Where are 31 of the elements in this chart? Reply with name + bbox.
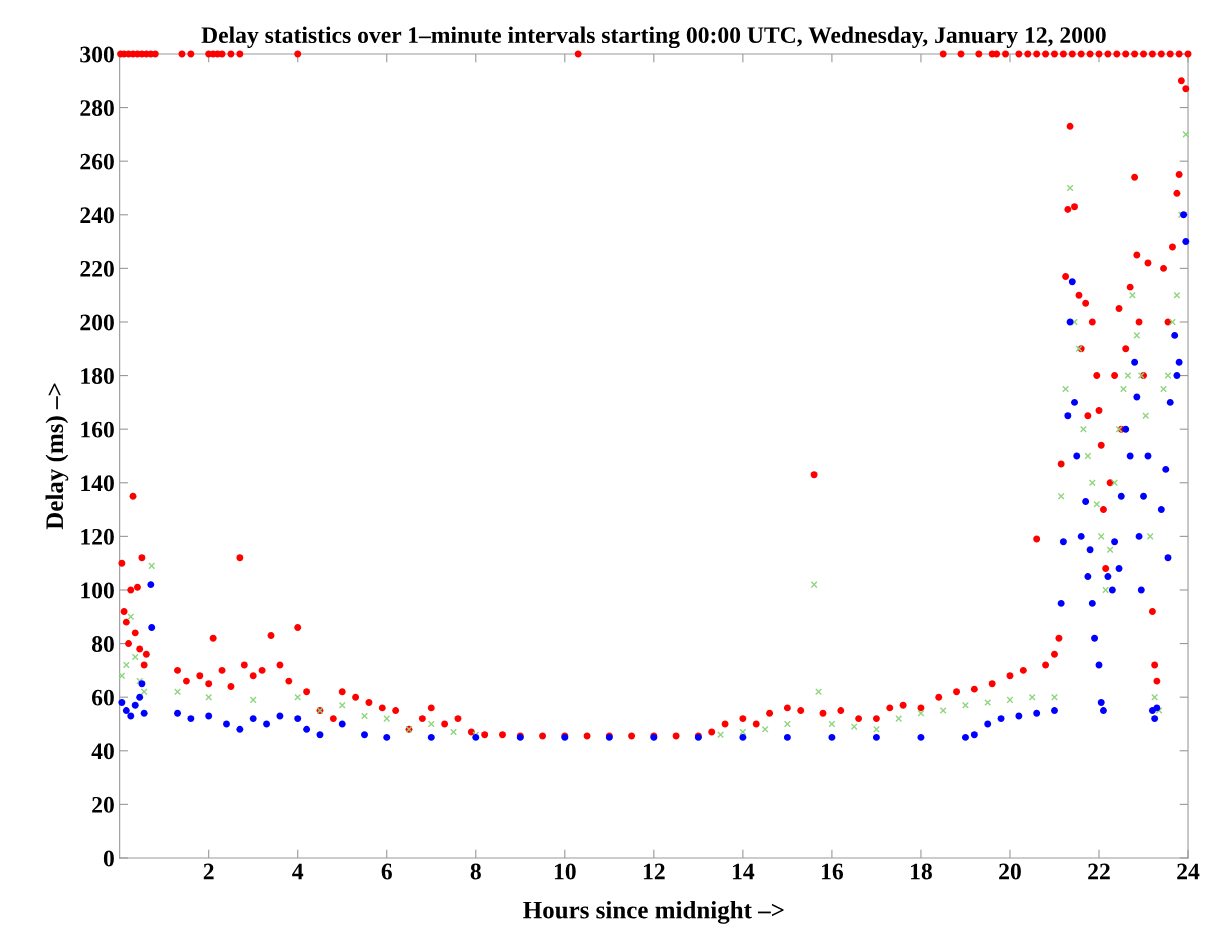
y-tick-label: 200	[80, 314, 114, 331]
x-tick-label: 14	[732, 863, 755, 880]
y-tick-label: 140	[81, 475, 114, 492]
x-tick-label: 8	[470, 863, 481, 880]
x-tick-label: 6	[381, 863, 392, 880]
y-tick-label: 40	[91, 743, 114, 760]
x-tick-label: 24	[1177, 863, 1200, 880]
y-tick-label: 100	[81, 582, 114, 599]
y-tick-label: 260	[80, 153, 114, 170]
y-tick-label: 280	[80, 100, 114, 116]
x-tick-label: 4	[292, 863, 304, 880]
y-tick-label: 120	[81, 528, 114, 545]
y-tick-label: 240	[80, 207, 114, 224]
x-tick-label: 22	[1088, 863, 1110, 880]
y-tick-label: 300	[80, 46, 114, 63]
y-tick-label: 220	[80, 260, 114, 277]
chart-title: Delay statistics over 1–minute intervals starting 00:00 UTC, Wednesday, January 12, 2000	[201, 26, 1106, 49]
y-tick-label: 180	[81, 368, 114, 384]
x-tick-label: 16	[822, 863, 844, 880]
y-tick-label: 80	[91, 636, 114, 653]
y-tick-label: 20	[92, 796, 114, 813]
y-tick-label: 0	[103, 850, 114, 867]
x-tick-label: 12	[643, 863, 665, 880]
x-tick-label: 2	[203, 863, 214, 880]
y-axis-title: Delay (ms) –>	[45, 383, 69, 530]
y-tick-label: 60	[91, 689, 114, 706]
x-tick-label: 18	[911, 863, 932, 880]
x-tick-label: 10	[554, 863, 576, 880]
y-tick-label: 160	[81, 421, 114, 438]
x-tick-label: 20	[999, 863, 1021, 880]
x-axis-title: Hours since midnight –>	[523, 900, 784, 924]
